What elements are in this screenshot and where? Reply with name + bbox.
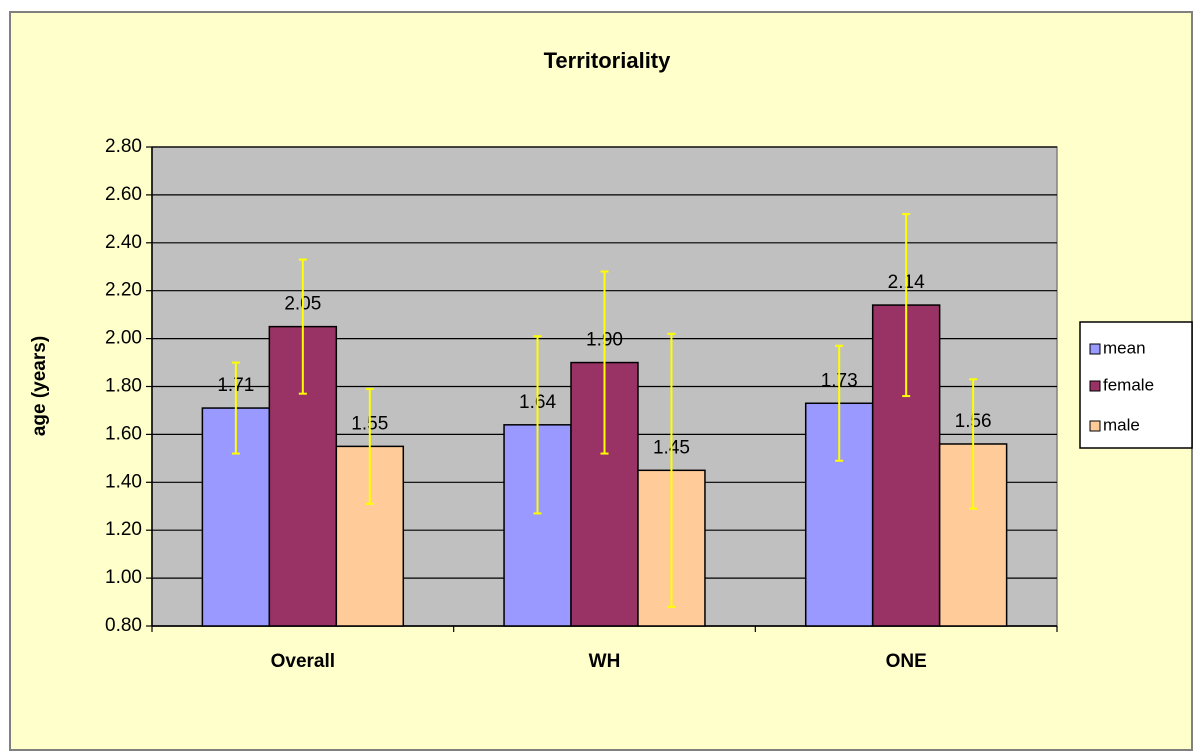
y-tick-label: 1.60: [105, 423, 142, 444]
y-axis-label: age (years): [29, 336, 50, 436]
x-tick-label: Overall: [271, 651, 335, 672]
y-tick-label: 2.00: [105, 328, 142, 349]
y-tick-label: 2.20: [105, 280, 142, 301]
legend-swatch: [1089, 343, 1101, 355]
error-bar: [969, 378, 978, 510]
y-tick-label: 1.80: [105, 376, 142, 397]
x-tick-label: WH: [589, 651, 621, 672]
error-bar: [365, 387, 374, 505]
y-tick-label: 2.40: [105, 232, 142, 253]
legend-label: mean: [1103, 338, 1146, 357]
legend-label: female: [1103, 375, 1154, 394]
x-tick-label: ONE: [886, 651, 927, 672]
y-tick-label: 2.60: [105, 184, 142, 205]
legend-label: male: [1103, 415, 1140, 434]
error-bar: [231, 361, 240, 455]
error-bar: [298, 258, 307, 395]
y-tick-label: 0.80: [105, 615, 142, 636]
y-tick-label: 1.40: [105, 471, 142, 492]
legend-swatch: [1089, 420, 1101, 432]
error-bar: [667, 332, 676, 608]
error-bar: [533, 335, 542, 515]
error-bar: [835, 344, 844, 462]
error-bar: [600, 270, 609, 455]
y-tick-label: 1.20: [105, 519, 142, 540]
error-bar: [902, 213, 911, 398]
legend-swatch: [1089, 380, 1101, 392]
y-tick-label: 1.00: [105, 567, 142, 588]
y-tick-label: 2.80: [105, 136, 142, 157]
chart-title: Territoriality: [544, 48, 672, 73]
